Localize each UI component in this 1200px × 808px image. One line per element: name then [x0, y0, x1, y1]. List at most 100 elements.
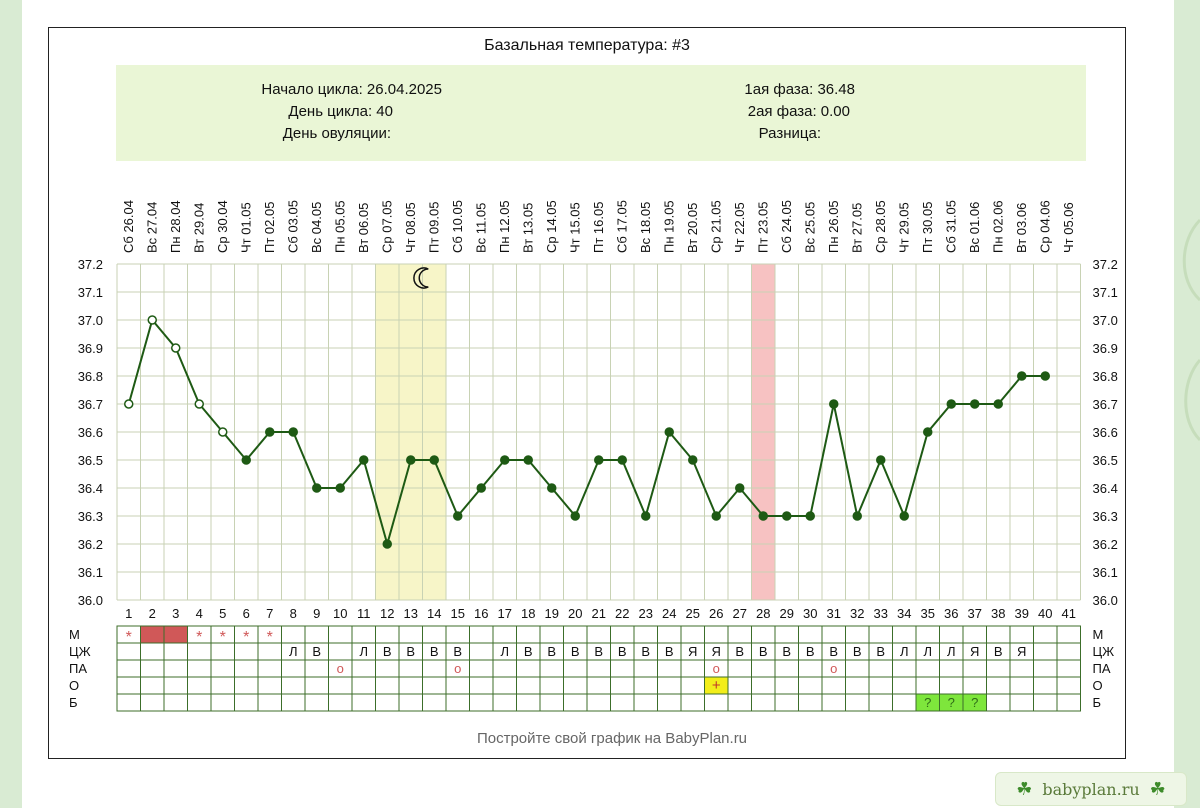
table-cell: [1009, 676, 1034, 695]
table-cell: [657, 625, 682, 644]
table-cell: [633, 659, 658, 678]
table-cell: [328, 642, 353, 661]
date-label: Пн 19.05: [661, 200, 676, 253]
phase1-average: 1ая фаза: 36.48: [744, 81, 855, 98]
table-cell: [798, 693, 823, 712]
date-label: Вт 29.04: [191, 203, 206, 253]
table-cell: [727, 659, 752, 678]
temperature-point: [288, 427, 298, 437]
table-cell: [351, 659, 376, 678]
clover-icon: ☘: [1149, 778, 1166, 800]
table-cell-mark: В: [735, 644, 744, 659]
date-label: Чт 05.06: [1061, 202, 1076, 253]
table-cell-mark: В: [618, 644, 627, 659]
ovulation-day: День овуляции:: [283, 125, 391, 142]
table-cell-mark: Л: [947, 644, 956, 659]
day-number: 9: [313, 606, 320, 621]
table-cell: [727, 676, 752, 695]
table-cell: [586, 676, 611, 695]
table-cell: [445, 693, 470, 712]
table-cell-mark: Я: [970, 644, 979, 659]
table-cell: [375, 676, 400, 695]
table-cell: [187, 676, 212, 695]
row-label-right: М: [1093, 627, 1104, 642]
table-cell-mark: В: [641, 644, 650, 659]
day-number: 14: [427, 606, 441, 621]
day-number: 29: [780, 606, 794, 621]
table-cell: [680, 659, 705, 678]
table-cell: [257, 693, 282, 712]
temperature-point: [453, 511, 463, 521]
table-cell: [163, 693, 188, 712]
date-label: Вт 03.06: [1014, 203, 1029, 253]
table-cell: [234, 659, 259, 678]
table-cell: [187, 642, 212, 661]
day-number: 33: [874, 606, 888, 621]
table-cell: [469, 625, 494, 644]
date-label: Ср 30.04: [215, 200, 230, 253]
y-tick-label-left: 36.7: [78, 397, 103, 412]
y-tick-label-left: 36.8: [78, 369, 103, 384]
temperature-point: [429, 455, 439, 465]
table-cell-mark: В: [524, 644, 533, 659]
table-cell: [516, 693, 541, 712]
table-cell: [680, 676, 705, 695]
table-cell: [257, 642, 282, 661]
table-cell: [328, 693, 353, 712]
day-number: 6: [243, 606, 250, 621]
table-cell: [821, 676, 846, 695]
day-number: 39: [1015, 606, 1029, 621]
temperature-point: [876, 455, 886, 465]
table-cell: [116, 676, 141, 695]
table-cell: [1009, 693, 1034, 712]
date-label: Чт 22.05: [732, 202, 747, 253]
temperature-point: [523, 455, 533, 465]
table-cell: [163, 676, 188, 695]
table-cell: [962, 659, 987, 678]
temperature-point: [1017, 371, 1027, 381]
y-tick-label-left: 37.0: [78, 313, 103, 328]
date-label: Сб 03.05: [285, 200, 300, 253]
table-cell: [116, 659, 141, 678]
temperature-point: [359, 455, 369, 465]
table-cell: [751, 659, 776, 678]
table-cell-mark: В: [312, 644, 321, 659]
date-label: Вс 04.05: [309, 202, 324, 253]
table-cell: [610, 659, 635, 678]
y-tick-label-left: 36.4: [78, 481, 103, 496]
day-number: 19: [545, 606, 559, 621]
table-cell: [915, 676, 940, 695]
day-number: 12: [380, 606, 394, 621]
date-label: Ср 07.05: [379, 200, 394, 253]
table-cell: [234, 642, 259, 661]
y-tick-label-left: 36.3: [78, 509, 103, 524]
date-label: Пт 30.05: [920, 202, 935, 253]
table-cell: [962, 625, 987, 644]
table-cell: [328, 625, 353, 644]
y-tick-label-left: 37.1: [78, 285, 103, 300]
table-cell: [845, 625, 870, 644]
table-cell: [821, 625, 846, 644]
table-cell: [633, 676, 658, 695]
y-tick-label-right: 36.1: [1093, 565, 1118, 580]
y-tick-label-right: 36.7: [1093, 397, 1118, 412]
day-number: 38: [991, 606, 1005, 621]
temperature-point: [500, 455, 510, 465]
date-label: Вс 01.06: [967, 202, 982, 253]
table-cell: [163, 642, 188, 661]
table-cell: [398, 625, 423, 644]
temperature-point: [664, 427, 674, 437]
day-number: 8: [290, 606, 297, 621]
table-cell-mark: ?: [948, 695, 955, 710]
table-cell-mark: В: [759, 644, 768, 659]
table-cell: [1033, 693, 1058, 712]
table-cell-mark: В: [994, 644, 1003, 659]
footer-link[interactable]: Постройте свой график на BabyPlan.ru: [477, 730, 747, 747]
table-cell-mark: *: [243, 629, 249, 646]
babyplan-badge[interactable]: ☘ babyplan.ru ☘: [995, 772, 1187, 806]
day-number: 15: [451, 606, 465, 621]
table-cell: [704, 625, 729, 644]
row-label-right: ЦЖ: [1093, 644, 1115, 659]
table-cell: [187, 693, 212, 712]
date-label: Пт 16.05: [591, 202, 606, 253]
